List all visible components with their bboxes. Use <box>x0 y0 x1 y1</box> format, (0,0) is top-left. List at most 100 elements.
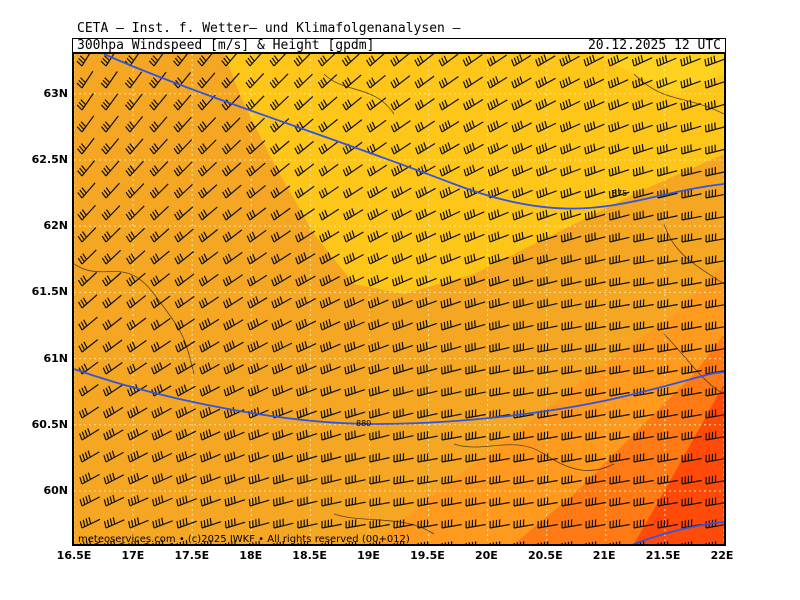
wind-barb <box>342 96 362 111</box>
wind-barb <box>536 187 557 199</box>
wind-barb <box>152 495 173 507</box>
wind-barb <box>197 184 218 199</box>
wind-barb <box>295 274 316 287</box>
wind-barb <box>293 96 314 111</box>
wind-barb <box>464 298 486 309</box>
wind-barb <box>585 453 606 463</box>
wind-barb <box>246 207 267 221</box>
wind-barb <box>462 76 484 89</box>
wind-barb <box>126 295 147 309</box>
lat-label: 63N <box>43 86 68 100</box>
wind-barb <box>199 406 221 419</box>
wind-barb <box>174 251 195 265</box>
wind-barb <box>439 164 460 177</box>
wind-barb <box>369 452 390 463</box>
wind-barb <box>150 273 171 287</box>
speed-band-core <box>224 54 724 294</box>
wind-barb <box>125 205 145 221</box>
wind-barb <box>345 452 366 463</box>
wind-barb <box>247 362 269 375</box>
wind-barb <box>246 184 266 199</box>
wind-barb <box>633 321 654 331</box>
wind-barb <box>152 539 174 544</box>
wind-barb <box>175 406 197 419</box>
valid-datetime: 20.12.2025 12 UTC <box>587 38 721 53</box>
wind-barb <box>369 430 390 441</box>
wind-barb <box>367 297 389 309</box>
wind-barb <box>464 231 485 243</box>
wind-barb <box>342 119 363 133</box>
wind-barb <box>247 318 268 331</box>
speed-band-max <box>634 384 724 544</box>
wind-barb <box>320 363 341 375</box>
wind-barb <box>126 339 147 353</box>
wind-barb <box>559 121 581 133</box>
wind-barb <box>561 254 582 265</box>
wind-barb <box>198 273 219 287</box>
wind-barb <box>441 409 462 419</box>
wind-barb <box>366 164 388 177</box>
wind-barb <box>271 318 292 331</box>
wind-barb <box>367 186 388 199</box>
wind-barb <box>705 541 717 544</box>
wind-barb <box>368 319 389 331</box>
wind-barb <box>176 517 198 529</box>
wind-barb <box>441 453 462 463</box>
wind-barb <box>221 162 242 177</box>
wind-barb <box>415 142 436 155</box>
wind-barb <box>585 519 606 529</box>
wind-barb <box>439 142 460 155</box>
wind-barb <box>125 250 146 265</box>
wind-barb <box>609 453 630 463</box>
wind-barb <box>149 94 168 111</box>
lat-lon-grid <box>74 54 724 544</box>
wind-barb <box>343 208 364 221</box>
wind-barb <box>79 539 101 544</box>
wind-barb <box>465 431 486 441</box>
wind-barb <box>487 98 508 111</box>
wind-barb <box>369 519 390 529</box>
wind-barb <box>393 541 405 544</box>
contour-label-875: 875 <box>612 189 627 198</box>
wind-barb <box>176 473 197 485</box>
wind-barb <box>536 254 558 265</box>
wind-barb <box>126 384 148 397</box>
wind-barb <box>294 140 314 155</box>
lon-label: 19.5E <box>410 549 445 562</box>
contour-label-880: 880 <box>356 419 371 428</box>
wind-barb <box>609 343 630 353</box>
wind-barb <box>321 496 342 507</box>
wind-barb <box>608 99 629 111</box>
wind-barb <box>345 519 366 529</box>
wind-barb <box>247 296 268 309</box>
wind-barb <box>222 251 243 265</box>
lon-label: 20E <box>474 549 498 562</box>
wind-barb <box>343 230 364 243</box>
wind-barb <box>173 161 193 177</box>
lon-label: 18.5E <box>292 549 327 562</box>
wind-barb <box>559 98 581 111</box>
lon-label: 20.5E <box>527 549 563 562</box>
wind-barb <box>126 272 146 287</box>
wind-barb <box>607 54 629 67</box>
wind-barb <box>705 211 724 221</box>
wind-barb <box>76 93 94 111</box>
wind-barb <box>609 254 630 265</box>
wind-barb <box>657 475 678 485</box>
wind-barb <box>561 497 582 507</box>
wind-barb <box>465 519 486 529</box>
wind-barb <box>705 166 724 177</box>
wind-barb <box>270 230 291 243</box>
wind-barb <box>438 54 459 67</box>
wind-barb <box>176 539 198 544</box>
wind-barb <box>441 386 462 397</box>
wind-barb <box>657 255 678 265</box>
wind-barb <box>585 431 606 441</box>
wind-barb <box>245 117 265 133</box>
wind-barb <box>486 54 508 67</box>
wind-barb <box>681 409 702 419</box>
wind-barb <box>584 187 606 199</box>
wind-barb <box>294 163 315 177</box>
wind-barb <box>632 188 654 199</box>
wind-barb <box>125 138 144 155</box>
